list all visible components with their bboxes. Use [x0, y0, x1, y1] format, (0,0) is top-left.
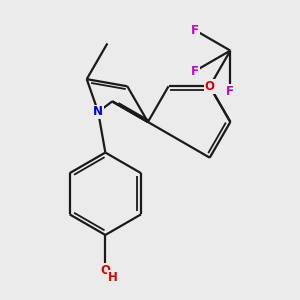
Text: N: N — [93, 106, 103, 118]
Text: O: O — [100, 263, 110, 277]
Text: O: O — [205, 80, 215, 93]
Text: F: F — [226, 85, 234, 98]
Text: F: F — [191, 65, 199, 78]
Text: F: F — [191, 23, 199, 37]
Text: H: H — [108, 271, 118, 284]
